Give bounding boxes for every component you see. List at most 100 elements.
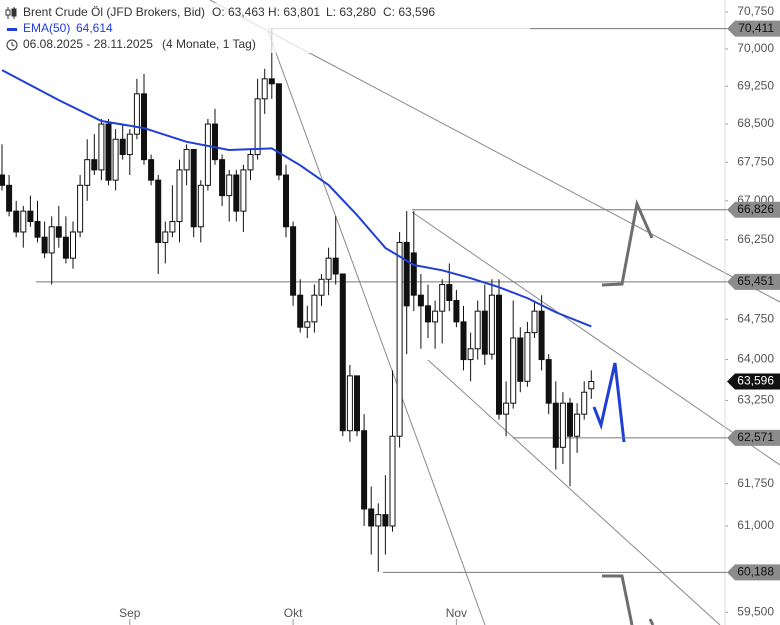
trendlines xyxy=(209,0,780,625)
candle-body xyxy=(368,508,375,527)
y-tick-label: 70,000 xyxy=(737,41,774,55)
candle-body xyxy=(567,402,573,437)
price-tag-label: 65,451 xyxy=(737,274,774,288)
ohlc: C: 63,596 xyxy=(383,5,435,19)
candle-body xyxy=(283,174,289,228)
legend-value: 64,614 xyxy=(76,21,113,35)
candle-body xyxy=(346,375,353,432)
price-tag-label: 60,188 xyxy=(737,565,774,579)
clock-hand xyxy=(11,42,15,47)
y-tick-label: 64,000 xyxy=(737,352,774,366)
y-tick-label: 69,250 xyxy=(737,78,774,92)
clock-icon xyxy=(6,39,18,51)
ohlc: H: 63,801 xyxy=(268,5,320,19)
legend-name: EMA(50) xyxy=(23,21,70,35)
price-tag-label: 63,596 xyxy=(737,374,774,388)
candle-body xyxy=(233,174,240,212)
candle-body xyxy=(183,148,190,171)
projection xyxy=(592,362,626,443)
x-tick-label: Sep xyxy=(119,606,141,620)
candle-body xyxy=(268,78,275,85)
candle-body xyxy=(524,332,531,382)
candle-body xyxy=(254,98,261,156)
candle-body xyxy=(141,93,147,161)
candle-body xyxy=(169,221,176,233)
ohlc: O: 63,463 xyxy=(212,5,265,19)
candle-body xyxy=(510,337,517,404)
candle-body xyxy=(354,375,360,432)
candle-body xyxy=(6,184,13,212)
price-tag xyxy=(727,429,780,446)
y-tick-label: 63,250 xyxy=(737,393,774,407)
candle-body xyxy=(417,294,424,307)
candle-body xyxy=(162,231,169,243)
candle-body xyxy=(403,241,410,307)
candle-body xyxy=(112,138,119,181)
trendline xyxy=(267,30,486,625)
candle-body xyxy=(48,226,55,254)
legend-swatch xyxy=(7,28,17,31)
projection xyxy=(601,198,654,287)
candle-body xyxy=(119,138,126,156)
ohlc: L: 63,280 xyxy=(326,5,376,19)
candle-body xyxy=(105,123,112,181)
candle-icon xyxy=(5,7,17,19)
candle-body xyxy=(325,257,332,280)
candle-body xyxy=(396,241,403,437)
candle-body xyxy=(332,257,339,275)
price-tag xyxy=(727,273,780,290)
candle-body xyxy=(339,273,346,432)
candle-body xyxy=(439,284,446,312)
candle-body xyxy=(410,252,417,296)
date-range: 06.08.2025 - 28.11.2025 xyxy=(23,37,153,51)
candle-body xyxy=(41,236,48,254)
candle-body xyxy=(275,83,282,176)
candle-body xyxy=(496,294,502,415)
candle-body xyxy=(574,413,581,437)
projection xyxy=(602,574,634,625)
candle-body xyxy=(474,310,481,350)
candle-body xyxy=(226,174,233,197)
y-tick-label: 67,750 xyxy=(737,154,774,168)
candle-body xyxy=(197,184,204,228)
candle-body xyxy=(240,169,247,212)
candle-body xyxy=(467,348,474,361)
candle-body xyxy=(460,321,467,361)
projection xyxy=(648,618,655,625)
candle-body xyxy=(20,210,27,233)
y-tick-label: 64,750 xyxy=(737,311,774,325)
x-tick-label: Okt xyxy=(284,606,303,620)
candle-body xyxy=(297,294,304,328)
price-tag xyxy=(727,201,780,218)
candle-body xyxy=(27,210,34,223)
candle-body xyxy=(190,148,197,228)
date-span: (4 Monate, 1 Tag) xyxy=(162,37,256,51)
price-tag xyxy=(727,373,780,390)
candle-body xyxy=(204,123,211,186)
candle-body xyxy=(91,159,98,171)
candle-body xyxy=(425,305,431,323)
title: Brent Crude Öl (JFD Brokers, Bid) xyxy=(23,5,205,19)
candle-body xyxy=(247,154,254,171)
candle-body xyxy=(361,430,368,510)
candle-body xyxy=(517,337,524,382)
candle-body xyxy=(77,184,84,233)
candle-body xyxy=(481,310,488,355)
x-tick-label: Nov xyxy=(446,606,467,620)
candle-body xyxy=(503,402,510,415)
candle-body xyxy=(545,359,552,404)
candle-body xyxy=(389,435,396,527)
y-tick-label: 61,750 xyxy=(737,476,774,490)
candle-body xyxy=(311,294,318,323)
candle-body xyxy=(382,514,389,527)
candle-body xyxy=(70,231,76,259)
candle-body xyxy=(453,300,460,323)
candle-body xyxy=(261,78,268,100)
candle-body xyxy=(588,381,595,390)
candle-body xyxy=(318,278,325,296)
candle-body xyxy=(446,284,453,302)
candle-body xyxy=(581,391,588,415)
header-bg xyxy=(0,3,530,53)
y-tick-label: 59,500 xyxy=(737,604,774,618)
